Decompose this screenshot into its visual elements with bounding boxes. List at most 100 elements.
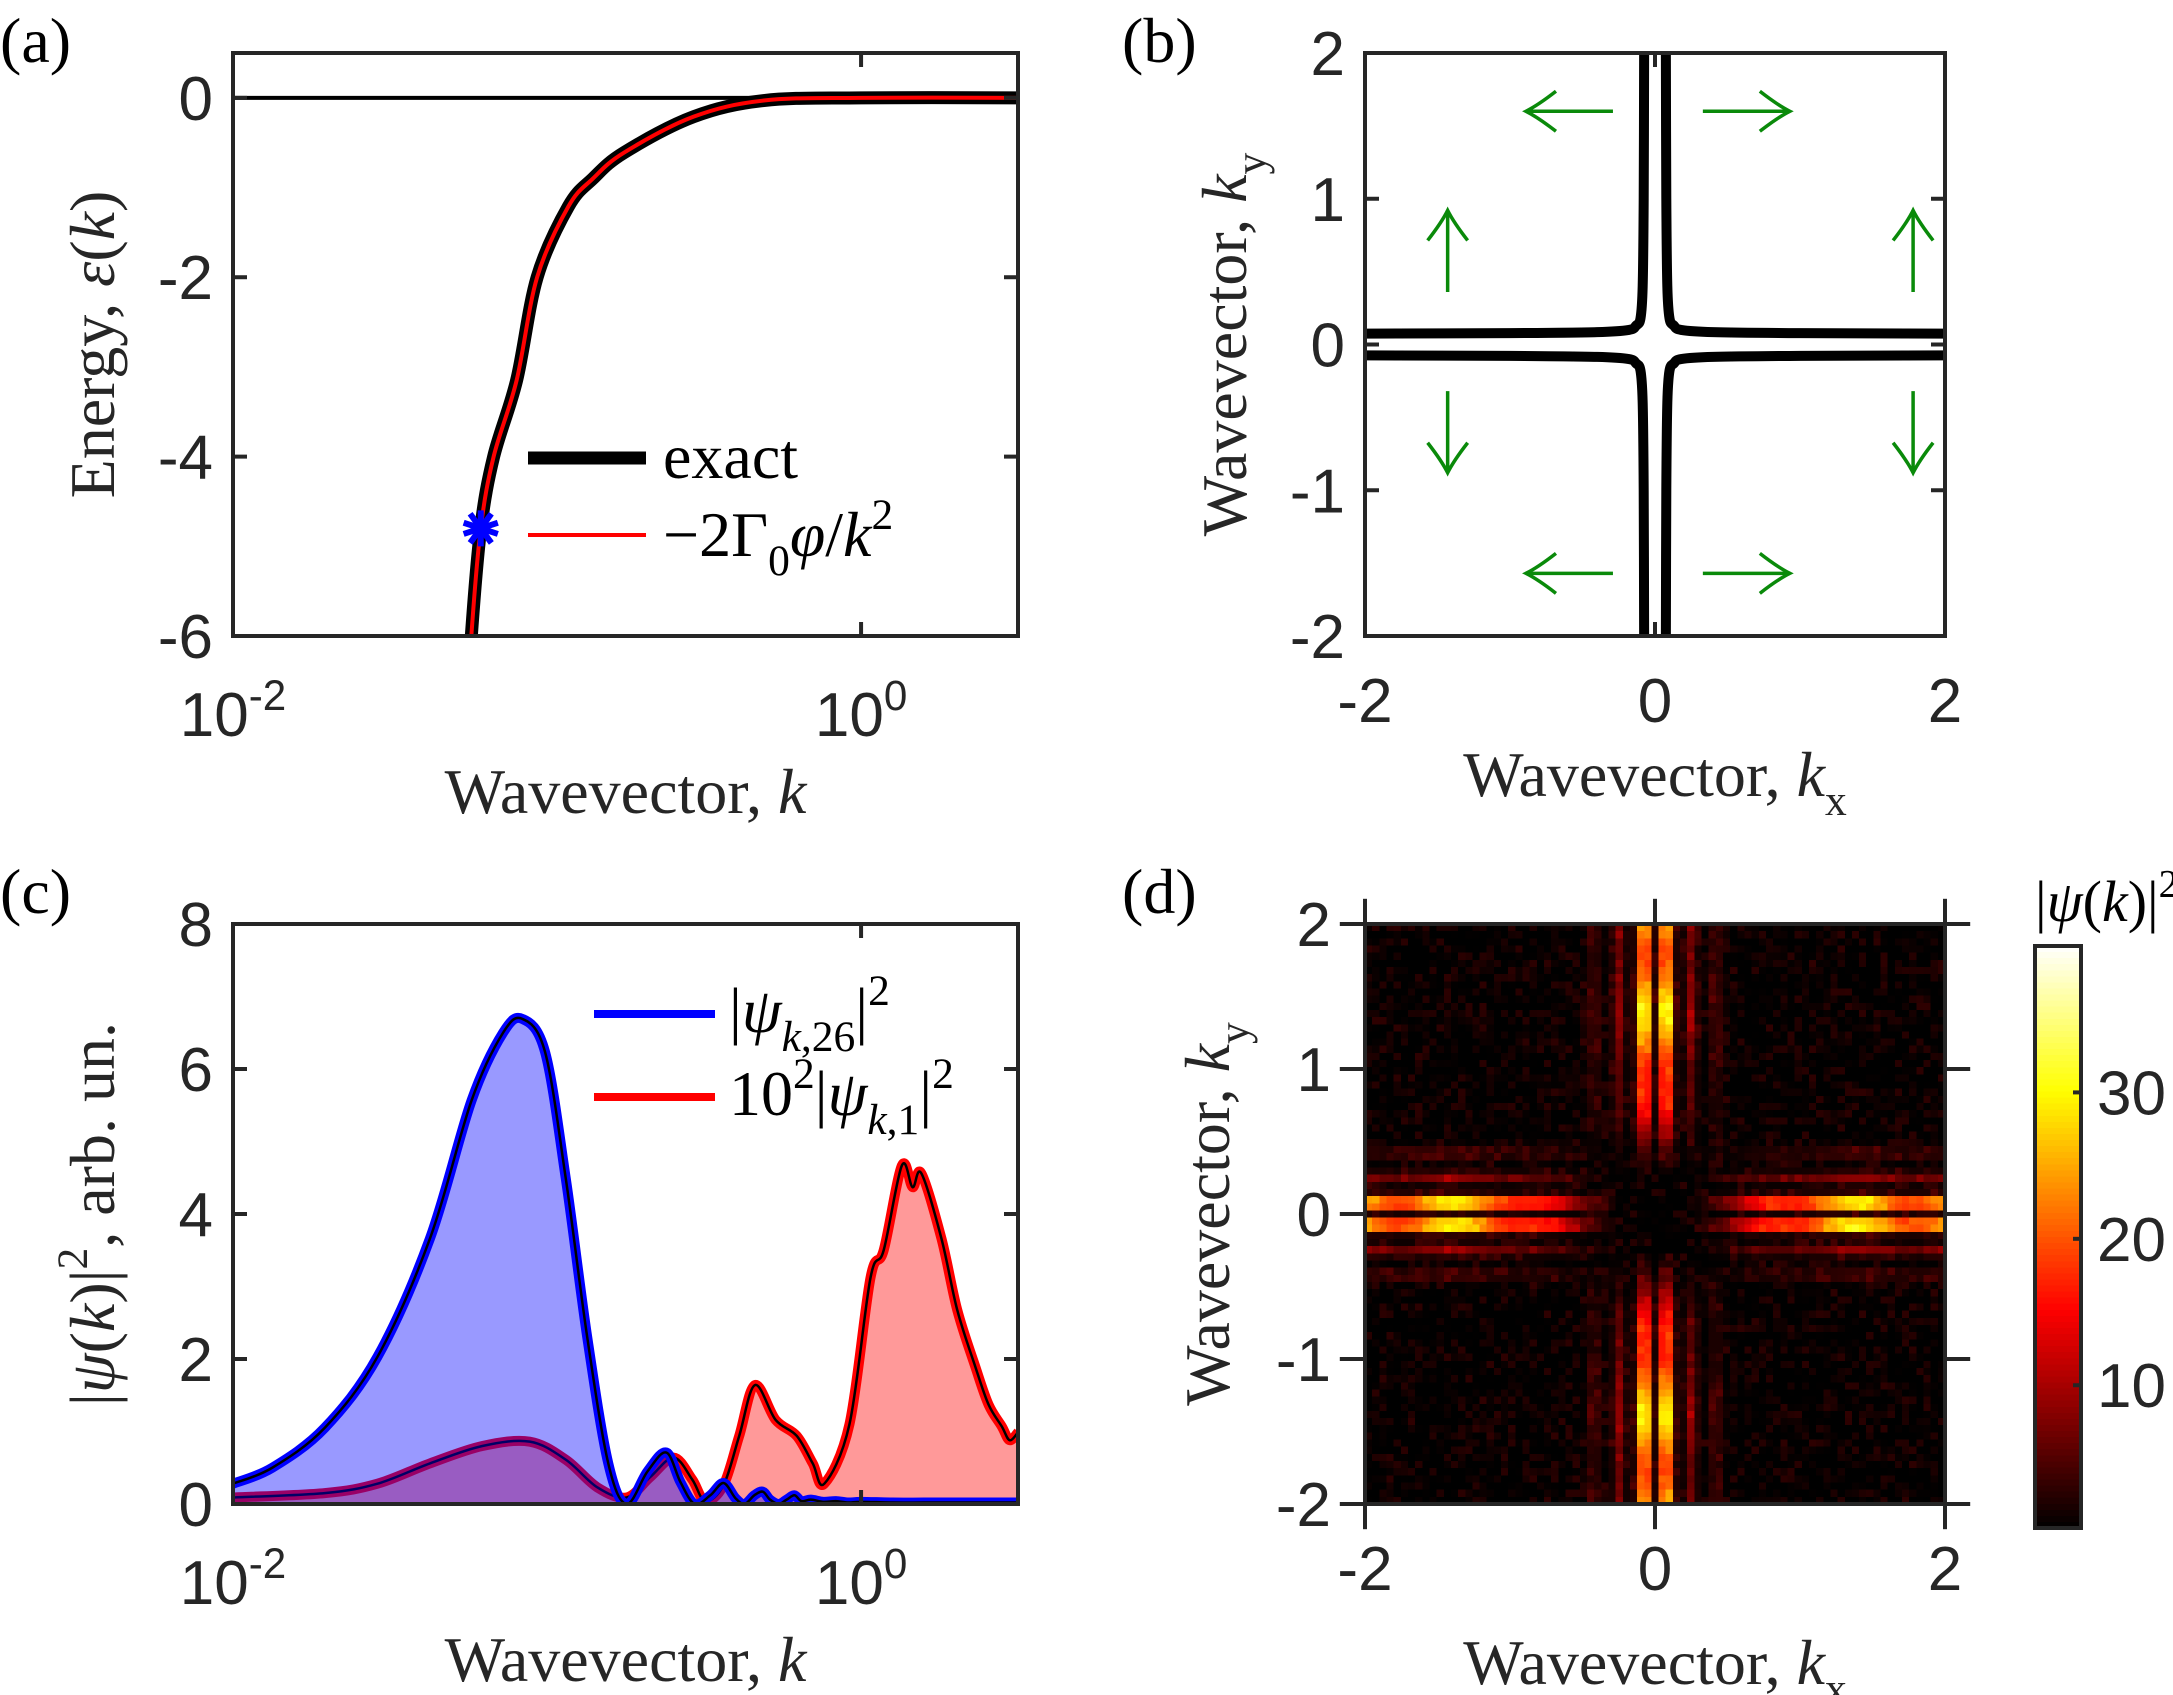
- heatmap-cell: [1765, 1382, 1774, 1391]
- heatmap-cell: [1501, 1260, 1509, 1269]
- heatmap-cell: [1515, 974, 1524, 982]
- heatmap-cell: [1429, 1088, 1438, 1097]
- heatmap-cell: [1386, 1124, 1395, 1133]
- heatmap-cell: [1443, 1253, 1452, 1262]
- heatmap-cell: [1422, 1074, 1431, 1083]
- heatmap-cell: [1601, 1110, 1610, 1118]
- heatmap-cell: [1701, 966, 1710, 975]
- heatmap-cell: [1780, 1002, 1789, 1011]
- heatmap-cell: [1386, 1138, 1395, 1147]
- heatmap-cell: [1758, 1017, 1767, 1025]
- heatmap-cell: [1594, 974, 1602, 982]
- heatmap-cell: [1765, 1367, 1774, 1376]
- heatmap-cell: [1608, 931, 1617, 939]
- heatmap-cell: [1773, 1131, 1781, 1140]
- heatmap-cell: [1579, 1439, 1588, 1448]
- heatmap-cell: [1429, 1239, 1438, 1247]
- heatmap-cell: [1787, 1282, 1796, 1290]
- heatmap-cell: [1450, 1468, 1459, 1476]
- heatmap-cell: [1486, 1274, 1495, 1283]
- heatmap-cell: [1565, 1103, 1574, 1111]
- heatmap-cell: [1629, 1145, 1638, 1154]
- heatmap-cell: [1637, 1367, 1645, 1376]
- heatmap-cell: [1701, 1153, 1710, 1161]
- heatmap-cell: [1622, 1389, 1631, 1398]
- heatmap-cell: [1651, 1203, 1660, 1212]
- heatmap-cell: [1715, 1303, 1724, 1312]
- heatmap-cell: [1637, 1296, 1645, 1305]
- heatmap-cell: [1687, 1124, 1695, 1133]
- heatmap-cell: [1737, 1174, 1746, 1183]
- heatmap-cell: [1608, 1181, 1617, 1190]
- heatmap-cell: [1586, 1103, 1595, 1111]
- heatmap-cell: [1665, 1475, 1674, 1484]
- heatmap-cell: [1608, 1403, 1617, 1412]
- heatmap-cell: [1458, 1367, 1466, 1376]
- heatmap-cell: [1701, 1346, 1710, 1355]
- heatmap-cell: [1579, 1239, 1588, 1247]
- heatmap-cell: [1629, 1031, 1638, 1040]
- heatmap-cell: [1715, 1067, 1724, 1075]
- heatmap-cell: [1365, 1403, 1373, 1412]
- heatmap-cell: [1493, 1353, 1502, 1362]
- heatmap-cell: [1572, 1461, 1581, 1469]
- heatmap-cell: [1436, 988, 1445, 997]
- heatmap-cell: [1644, 1496, 1653, 1505]
- heatmap-cell: [1558, 1253, 1567, 1262]
- heatmap-cell: [1751, 1160, 1760, 1169]
- heatmap-cell: [1723, 1303, 1731, 1312]
- heatmap-cell: [1701, 1246, 1710, 1254]
- heatmap-cell: [1665, 1181, 1674, 1190]
- heatmap-cell: [1780, 1231, 1789, 1240]
- heatmap-cell: [1486, 1324, 1495, 1333]
- heatmap-cell: [1601, 1081, 1610, 1090]
- heatmap-cell: [1608, 1332, 1617, 1340]
- heatmap-cell: [1501, 1324, 1509, 1333]
- heatmap-cell: [1701, 945, 1710, 954]
- heatmap-cell: [1780, 1339, 1789, 1348]
- heatmap-cell: [1379, 1367, 1388, 1376]
- heatmap-cell: [1651, 1060, 1660, 1068]
- heatmap-cell: [1665, 1253, 1674, 1262]
- heatmap-cell: [1501, 1203, 1509, 1212]
- heatmap-cell: [1522, 1324, 1531, 1333]
- heatmap-cell: [1415, 1188, 1423, 1197]
- heatmap-cell: [1715, 1038, 1724, 1047]
- heatmap-cell: [1493, 1410, 1502, 1419]
- heatmap-cell: [1407, 1231, 1416, 1240]
- heatmap-cell: [1730, 1489, 1738, 1498]
- heatmap-cell: [1644, 1339, 1653, 1348]
- heatmap-cell: [1737, 988, 1746, 997]
- heatmap-cell: [1608, 1217, 1617, 1226]
- heatmap-cell: [1544, 1496, 1552, 1505]
- heatmap-cell: [1723, 1418, 1731, 1426]
- heatmap-cell: [1758, 1410, 1767, 1419]
- heatmap-cell: [1594, 1418, 1602, 1426]
- heatmap-cell: [1694, 1074, 1703, 1083]
- heatmap-cell: [1565, 938, 1574, 947]
- heatmap-cell: [1680, 1181, 1688, 1190]
- heatmap-cell: [1586, 1045, 1595, 1054]
- heatmap-cell: [1407, 988, 1416, 997]
- heatmap-cell: [1558, 1110, 1567, 1118]
- heatmap-cell: [1386, 945, 1395, 954]
- heatmap-cell: [1737, 1317, 1746, 1326]
- heatmap-cell: [1723, 1332, 1731, 1340]
- heatmap-cell: [1458, 1403, 1466, 1412]
- heatmap-cell: [1586, 966, 1595, 975]
- heatmap-cell: [1472, 1002, 1481, 1011]
- heatmap-cell: [1536, 1103, 1545, 1111]
- heatmap-cell: [1472, 1210, 1481, 1219]
- heatmap-cell: [1379, 1267, 1388, 1276]
- heatmap-cell: [1558, 1138, 1567, 1147]
- heatmap-cell: [1601, 1024, 1610, 1033]
- heatmap-cell: [1665, 1160, 1674, 1169]
- heatmap-cell: [1515, 1382, 1524, 1391]
- heatmap-cell: [1400, 1153, 1409, 1161]
- heatmap-cell: [1400, 959, 1409, 968]
- heatmap-cell: [1544, 1088, 1552, 1097]
- heatmap-cell: [1551, 1038, 1559, 1047]
- heatmap-cell: [1658, 1274, 1667, 1283]
- heatmap-cell: [1751, 1282, 1760, 1290]
- heatmap-cell: [1758, 1081, 1767, 1090]
